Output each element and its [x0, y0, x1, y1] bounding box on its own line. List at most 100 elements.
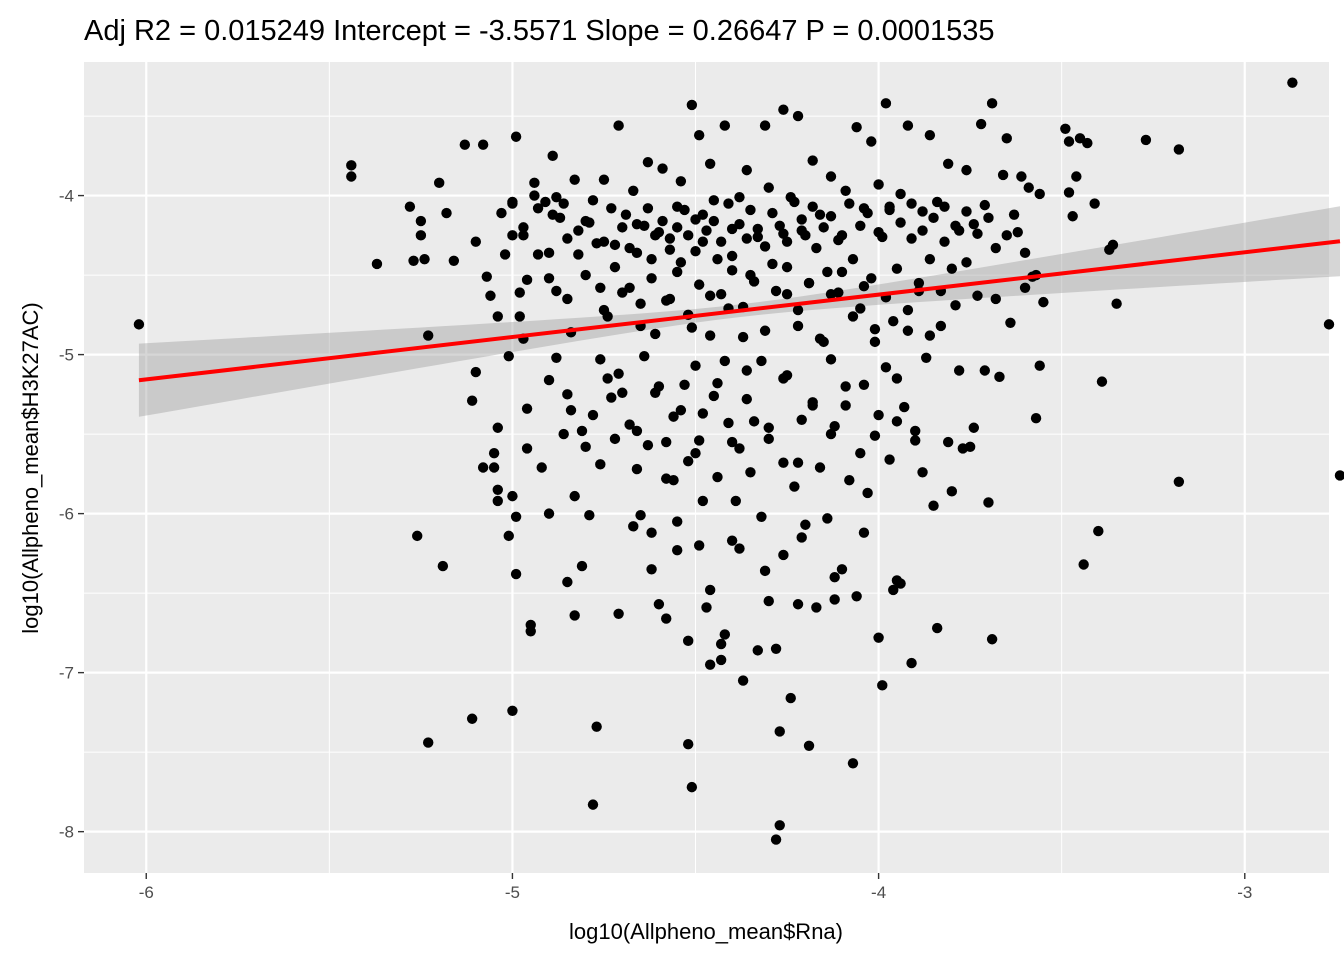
data-point [697, 408, 709, 419]
data-point [781, 261, 793, 273]
data-point [906, 198, 917, 209]
data-point [1067, 211, 1078, 222]
data-point [891, 263, 903, 274]
data-point [503, 350, 514, 362]
data-point [734, 191, 745, 203]
data-point [441, 207, 452, 219]
data-point [1034, 188, 1045, 200]
data-point [763, 433, 774, 445]
data-point [346, 160, 357, 171]
data-point [979, 365, 990, 376]
data-point [580, 215, 591, 227]
data-point [558, 198, 569, 209]
data-point [682, 230, 694, 241]
data-point [818, 222, 829, 233]
data-point [836, 564, 848, 575]
data-point [646, 253, 657, 265]
data-point [829, 594, 840, 605]
data-point [752, 223, 763, 235]
data-point [873, 409, 884, 421]
data-point [470, 366, 482, 378]
data-point [679, 379, 690, 391]
data-point [433, 177, 445, 189]
data-point [1287, 77, 1298, 88]
data-point [499, 249, 511, 260]
data-point [888, 316, 899, 327]
data-point [536, 462, 547, 473]
data-point [811, 242, 822, 254]
data-point [763, 182, 774, 193]
data-point [701, 225, 712, 236]
data-point [609, 239, 621, 251]
data-point [1173, 144, 1185, 155]
data-point [532, 249, 544, 260]
data-point [613, 120, 624, 131]
data-point [1334, 470, 1344, 481]
data-point [635, 510, 646, 521]
data-point [902, 120, 914, 131]
data-point [1082, 137, 1093, 149]
data-point [679, 204, 690, 216]
data-point [624, 419, 635, 430]
data-point [1089, 198, 1100, 209]
data-point [715, 288, 727, 300]
data-point [686, 781, 698, 793]
data-point [990, 293, 1001, 305]
data-point [840, 185, 851, 197]
data-point [928, 212, 939, 224]
data-point [715, 236, 727, 247]
data-point [708, 390, 720, 402]
data-point [580, 441, 591, 453]
data-point [459, 139, 471, 150]
data-point [682, 738, 694, 750]
grid-major [84, 62, 1329, 873]
data-point [734, 219, 745, 230]
data-point [910, 425, 921, 437]
data-point [741, 164, 752, 176]
data-point [598, 304, 610, 316]
data-point [675, 257, 687, 268]
data-point [693, 540, 705, 551]
data-point [576, 425, 588, 437]
data-point [686, 322, 698, 333]
data-point [800, 230, 811, 241]
data-point [822, 266, 833, 278]
data-point [1034, 360, 1045, 371]
data-point [781, 236, 793, 247]
data-point [825, 171, 837, 182]
data-point [503, 530, 514, 542]
y-tick-label: -4 [59, 187, 74, 206]
data-point [1001, 230, 1012, 241]
data-point [953, 365, 965, 376]
data-point [595, 282, 606, 294]
data-point [485, 290, 496, 301]
data-point [726, 250, 738, 262]
data-point [1071, 171, 1082, 182]
data-point [723, 417, 734, 429]
data-point [697, 495, 709, 507]
data-point [587, 409, 599, 421]
y-axis-ticks: -8 -7 -6 -5 -4 [59, 187, 84, 842]
data-point [672, 222, 683, 233]
data-point [917, 225, 928, 236]
data-point [939, 201, 950, 212]
data-point [704, 330, 716, 341]
data-point [858, 527, 870, 538]
data-point [1140, 134, 1152, 146]
data-point [921, 352, 932, 363]
data-point [1323, 319, 1335, 330]
data-point [606, 392, 617, 403]
data-point [419, 253, 430, 265]
data-point [690, 246, 701, 257]
data-point [767, 258, 778, 270]
data-point [693, 435, 705, 446]
data-point [672, 266, 683, 278]
data-point [836, 266, 848, 278]
data-point [532, 203, 544, 214]
data-point [726, 436, 738, 448]
data-point [803, 740, 815, 751]
data-point [906, 657, 917, 669]
data-point [829, 572, 840, 583]
data-point [595, 354, 606, 365]
